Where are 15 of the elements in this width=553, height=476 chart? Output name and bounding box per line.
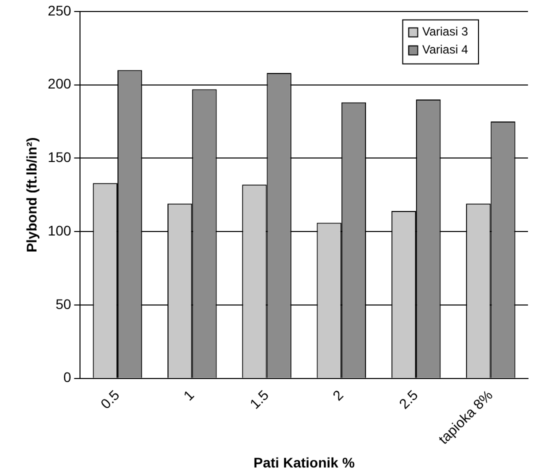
x-tick-label: 2 (329, 386, 346, 404)
x-tick-label: 1.5 (246, 386, 272, 412)
y-tick-label: 100 (48, 222, 72, 238)
y-tick-label: 200 (48, 76, 72, 92)
legend-label: Variasi 3 (422, 24, 468, 39)
x-axis-title: Pati Kationik % (254, 454, 356, 470)
y-tick-label: 50 (56, 296, 72, 312)
x-tick-label: 0.5 (97, 386, 122, 412)
y-tick-label: 250 (48, 2, 72, 18)
y-tick-label: 0 (63, 369, 72, 386)
y-tick-label: 150 (48, 149, 72, 166)
legend-label: Variasi 4 (422, 42, 468, 57)
x-tick-label: 1 (180, 386, 198, 404)
x-tick-label: 2.5 (396, 386, 422, 412)
y-axis-title: Plybond (ft.lb/in²) (23, 137, 40, 252)
